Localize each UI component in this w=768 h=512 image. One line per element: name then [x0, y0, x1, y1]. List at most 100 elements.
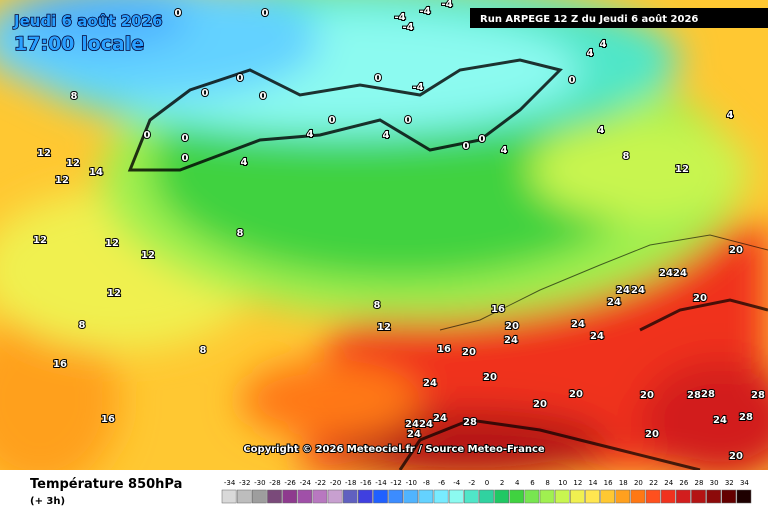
legend-swatch: [706, 489, 721, 504]
legend-swatch: [464, 489, 479, 504]
legend-swatch: [312, 489, 328, 504]
isotherm-label: 24: [407, 429, 421, 440]
isotherm-label: 8: [623, 151, 630, 162]
isotherm-label: 8: [79, 320, 86, 331]
isotherm-label: 12: [141, 250, 155, 261]
legend-swatch: [721, 489, 737, 504]
legend-swatch: [327, 489, 343, 504]
isotherm-label: 24: [590, 331, 604, 342]
legend-value: -22: [315, 479, 326, 487]
legend-swatch: [448, 489, 464, 504]
isotherm-label: -4: [412, 82, 423, 93]
isotherm-label: -4: [402, 22, 413, 33]
legend-value: 18: [619, 479, 628, 487]
temperature-field: [0, 0, 768, 490]
legend-swatch: [267, 489, 282, 504]
isotherm-label: 28: [751, 390, 765, 401]
legend-value: 6: [530, 479, 535, 487]
isotherm-label: 20: [569, 389, 583, 400]
isotherm-label: 0: [375, 73, 382, 84]
isotherm-label: 24: [607, 297, 621, 308]
legend-value: -28: [269, 479, 280, 487]
isotherm-label: 8: [200, 345, 207, 356]
legend-value: 16: [604, 479, 613, 487]
isotherm-label: 4: [383, 130, 390, 141]
legend-swatch: [539, 489, 555, 504]
legend-value: 26: [679, 479, 688, 487]
isotherm-label: 4: [727, 110, 734, 121]
isotherm-label: 0: [182, 133, 189, 144]
legend-value: -24: [300, 479, 312, 487]
legend-value: -4: [453, 479, 461, 487]
legend-value: -26: [284, 479, 296, 487]
isotherm-label: 24: [616, 285, 630, 296]
legend-swatch: [676, 489, 691, 504]
isotherm-label: 0: [262, 8, 269, 19]
isotherm-label: 28: [739, 412, 753, 423]
isotherm-label: 12: [33, 235, 47, 246]
legend-value: -2: [468, 479, 475, 487]
legend-value: -14: [375, 479, 387, 487]
legend-swatch: [494, 489, 509, 504]
legend-swatch: [736, 489, 752, 504]
isotherm-label: 24: [673, 268, 687, 279]
legend-swatch: [236, 489, 252, 504]
run-label: Run ARPEGE 12 Z du Jeudi 6 août 2026: [480, 13, 698, 25]
isotherm-label: 4: [307, 129, 314, 140]
isotherm-label: 12: [377, 322, 391, 333]
date-label: Jeudi 6 août 2026: [13, 12, 162, 30]
isotherm-label: 20: [729, 451, 743, 462]
legend-value: -18: [345, 479, 356, 487]
legend-value: -16: [360, 479, 372, 487]
isotherm-label: 0: [260, 91, 267, 102]
legend-swatch: [691, 489, 706, 504]
time-label: 17:00 locale: [14, 33, 144, 55]
isotherm-label: 12: [55, 175, 69, 186]
legend-swatch: [600, 489, 615, 504]
isotherm-label: 0: [329, 115, 336, 126]
legend-swatch: [660, 489, 676, 504]
isotherm-label: 0: [144, 130, 151, 141]
legend-value: 12: [573, 479, 582, 487]
isotherm-label: 28: [687, 390, 701, 401]
isotherm-label: 4: [501, 145, 508, 156]
legend-value: 30: [710, 479, 719, 487]
legend-value: 0: [485, 479, 489, 487]
footer-step: (+ 3h): [30, 496, 65, 507]
isotherm-label: 0: [202, 88, 209, 99]
isotherm-label: 16: [437, 344, 451, 355]
isotherm-label: 24: [631, 285, 645, 296]
isotherm-label: 0: [479, 134, 486, 145]
isotherm-label: 20: [640, 390, 654, 401]
legend-swatch: [373, 489, 388, 504]
isotherm-label: 24: [433, 413, 447, 424]
isotherm-label: 0: [182, 153, 189, 164]
legend-swatch: [479, 489, 494, 504]
isotherm-label: 12: [66, 158, 80, 169]
isotherm-label: -4: [394, 12, 405, 23]
isotherm-label: 20: [693, 293, 707, 304]
legend-swatch: [282, 489, 297, 504]
legend-swatch: [358, 489, 373, 504]
footer-title: Température 850hPa: [30, 477, 182, 492]
legend-swatch: [524, 489, 540, 504]
isotherm-label: 0: [237, 73, 244, 84]
legend-swatch: [297, 489, 313, 504]
legend-value: 2: [500, 479, 504, 487]
legend-value: 22: [649, 479, 658, 487]
legend-value: -34: [224, 479, 236, 487]
legend-value: -32: [239, 479, 250, 487]
isotherm-label: 8: [374, 300, 381, 311]
isotherm-label: 20: [462, 347, 476, 358]
isotherm-label: 0: [405, 115, 412, 126]
legend-swatch: [418, 489, 434, 504]
isotherm-label: 4: [587, 48, 594, 59]
legend-swatch: [433, 489, 449, 504]
isotherm-label: 12: [675, 164, 689, 175]
legend-value: 34: [740, 479, 749, 487]
isotherm-label: 0: [175, 8, 182, 19]
isotherm-label: 20: [729, 245, 743, 256]
legend-swatch: [403, 489, 419, 504]
legend-value: -10: [406, 479, 417, 487]
